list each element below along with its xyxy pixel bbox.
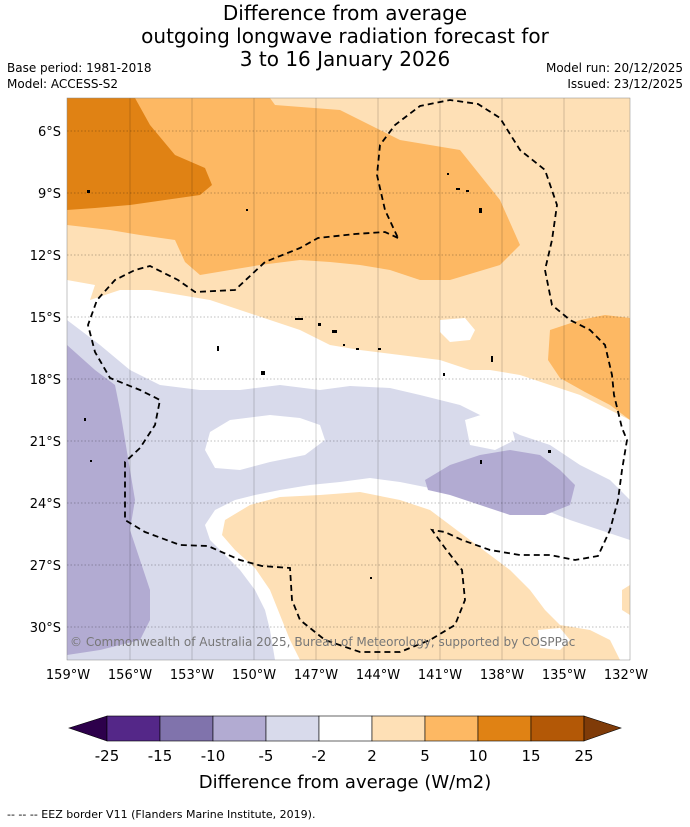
map-frame	[66, 97, 631, 661]
island	[246, 209, 248, 211]
island	[378, 348, 381, 350]
anomaly-area-10-to-15	[67, 98, 212, 210]
issued-date: Issued: 23/12/2025	[567, 77, 683, 91]
lon-label: 156°W	[108, 668, 152, 683]
colorbar-tick: 15	[521, 747, 540, 765]
colorbar-tick: 25	[574, 747, 593, 765]
lon-label: 159°W	[46, 668, 90, 683]
colorbar-segment	[371, 715, 426, 742]
colorbar-min-arrow	[68, 715, 108, 742]
colorbar-max-arrow	[583, 715, 622, 742]
lon-label: 153°W	[170, 668, 214, 683]
meta-left: Base period: 1981-2018 Model: ACCESS-S2	[7, 60, 152, 92]
island	[343, 344, 345, 346]
colorbar-tick: 5	[420, 747, 430, 765]
neutral-area-band-1	[205, 415, 325, 470]
anomaly-area-5-to-10-east	[548, 315, 630, 420]
lat-label: 27°S	[30, 559, 61, 574]
island	[356, 348, 359, 350]
colorbar-tick: 2	[367, 747, 377, 765]
island	[479, 208, 482, 213]
model-name: Model: ACCESS-S2	[7, 77, 119, 91]
lon-label: 138°W	[480, 668, 524, 683]
island	[480, 460, 482, 464]
eez-footnote: -- -- -- EEZ border V11 (Flanders Marine…	[7, 808, 316, 821]
island	[332, 330, 337, 333]
island	[491, 356, 493, 362]
neutral-area-band-2	[465, 412, 515, 450]
island	[447, 173, 449, 175]
graticule	[67, 130, 630, 628]
lon-label: 150°W	[232, 668, 276, 683]
lon-label: 144°W	[356, 668, 400, 683]
lat-label: 18°S	[30, 373, 61, 388]
anomaly-area-5-to-10	[67, 98, 520, 280]
lon-label: 141°W	[418, 668, 462, 683]
anomaly-area-2-to-5-east	[622, 585, 630, 615]
colorbar-label: Difference from average (W/m2)	[199, 772, 491, 793]
lat-label: 30°S	[30, 621, 61, 636]
island	[466, 190, 469, 192]
lat-labels: 6°S 9°S 12°S 15°S 18°S 21°S 24°S 27°S 30…	[30, 125, 61, 636]
colorbar-ticks: -25 -15 -10 -5 -2 2 5 10 15 25	[95, 747, 594, 765]
copyright-text: © Commonwealth of Australia 2025, Bureau…	[70, 635, 575, 649]
lon-label: 147°W	[294, 668, 338, 683]
colorbar-segment	[212, 715, 267, 742]
colorbar-segment	[106, 715, 161, 742]
colorbar	[68, 715, 622, 742]
lon-label: 135°W	[542, 668, 586, 683]
anomaly-area-minus5-to-minus10-east	[425, 450, 575, 515]
colorbar-segment	[530, 715, 585, 742]
graticule-meridians	[129, 98, 565, 660]
colorbar-segment	[159, 715, 214, 742]
island	[318, 323, 321, 326]
colorbar-tick: -25	[95, 747, 120, 765]
neutral-area-south-1	[538, 628, 570, 650]
colorbar-tick: -5	[259, 747, 274, 765]
eez-border	[87, 99, 628, 653]
lon-labels: 159°W 156°W 153°W 150°W 147°W 144°W 141°…	[46, 668, 648, 683]
island	[548, 450, 551, 453]
lat-label: 9°S	[38, 187, 61, 202]
colorbar-tick: -15	[148, 747, 173, 765]
island	[90, 460, 92, 462]
lat-label: 21°S	[30, 435, 61, 450]
colorbar-segment	[265, 715, 320, 742]
colorbar-tick: -2	[312, 747, 327, 765]
colorbar-tick: -10	[201, 747, 226, 765]
island	[443, 373, 445, 376]
island	[217, 346, 219, 351]
lon-label: 132°W	[604, 668, 648, 683]
lat-label: 12°S	[30, 249, 61, 264]
island	[370, 577, 372, 579]
lat-label: 24°S	[30, 497, 61, 512]
islands	[84, 173, 551, 579]
island	[84, 418, 86, 421]
base-period: Base period: 1981-2018	[7, 61, 152, 75]
neutral-area-west	[67, 280, 95, 305]
lat-label: 6°S	[38, 125, 61, 140]
island	[261, 371, 265, 375]
colorbar-segment	[477, 715, 532, 742]
title-line-3: 3 to 16 January 2026	[239, 47, 451, 71]
neutral-area-east	[440, 318, 475, 342]
lat-label: 15°S	[30, 311, 61, 326]
title-line-1: Difference from average	[222, 1, 468, 25]
anomaly-area-minus5-to-minus10-west	[67, 345, 150, 655]
colorbar-tick: 10	[468, 747, 487, 765]
island	[456, 188, 460, 190]
island	[295, 318, 303, 320]
anomaly-area-minus2-to-minus5	[67, 320, 630, 660]
colorbar-segment	[318, 715, 373, 742]
island	[87, 190, 90, 193]
model-run: Model run: 20/12/2025	[545, 61, 683, 75]
map-panel: © Commonwealth of Australia 2025, Bureau…	[67, 98, 630, 660]
title-line-2: outgoing longwave radiation forecast for	[141, 24, 549, 48]
map-title: Difference from average outgoing longwav…	[0, 2, 690, 71]
meta-right: Model run: 20/12/2025 Issued: 23/12/2025	[546, 60, 683, 92]
colorbar-segment	[424, 715, 479, 742]
anomaly-area-2-to-5-south	[222, 492, 620, 660]
